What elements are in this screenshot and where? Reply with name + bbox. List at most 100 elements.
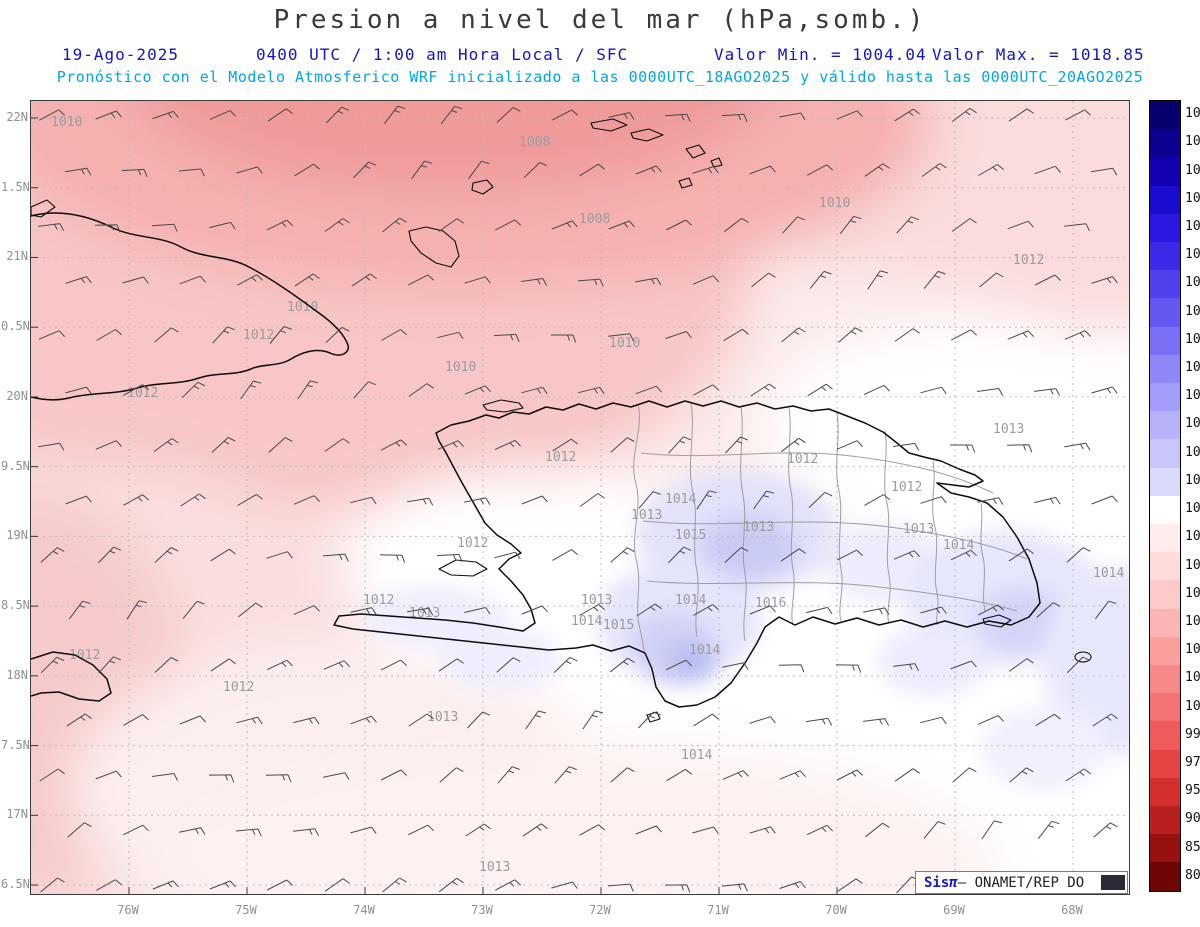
wind-barb [950, 660, 977, 670]
wind-barb [237, 274, 264, 286]
wind-barb [407, 607, 434, 616]
colorbar-segment [1150, 101, 1180, 130]
wind-barb [324, 438, 350, 452]
wind-barb [467, 711, 491, 729]
wind-barb [350, 607, 377, 615]
wind-barb [1095, 600, 1117, 620]
wind-barb [382, 217, 407, 233]
wind-barb [579, 824, 606, 836]
wind-barb [864, 494, 891, 506]
coastline-little-inagua [471, 179, 494, 195]
wind-barb [552, 438, 578, 452]
wind-barb [179, 827, 206, 835]
wind-barb [806, 606, 833, 615]
wind-barb [350, 715, 377, 725]
wind-barb [1007, 330, 1034, 340]
wind-barb [1064, 442, 1091, 451]
wind-barb [1092, 713, 1118, 727]
pressure-shade-blob [441, 627, 561, 691]
wind-barb [921, 163, 947, 177]
wind-barb [781, 327, 806, 343]
wind-barb [693, 604, 720, 616]
colorbar-segment [1150, 608, 1180, 637]
wind-barb [636, 603, 662, 617]
wind-barb [122, 276, 149, 284]
wind-barb [806, 824, 833, 836]
wind-barb [951, 329, 978, 341]
wind-barb [240, 380, 262, 400]
wind-barb [496, 107, 521, 123]
credit-onamet-label: – ONAMET/REP DO [957, 874, 1085, 891]
colorbar-segment [1150, 326, 1180, 355]
wind-barb [863, 384, 890, 396]
isobar-label: 1014 [1093, 566, 1124, 581]
isobar-label: 1013 [903, 522, 934, 537]
header-line: 19-Ago-2025 0400 UTC / 1:00 am Hora Loca… [0, 45, 1200, 65]
wind-barb [439, 767, 464, 783]
wind-barb [725, 436, 749, 454]
wind-barb [522, 823, 548, 837]
wind-barb [294, 273, 320, 287]
wind-barb [267, 108, 293, 122]
wind-barb [608, 333, 634, 342]
wind-barb [65, 386, 92, 394]
wind-barb [835, 664, 862, 673]
map-plot-area: 1010 1008 1008 1010 1012 1010 1012 1010 1010 1012… [30, 100, 1130, 895]
colorbar-segment [1150, 636, 1180, 666]
credit-logo [1101, 875, 1125, 890]
coastline-tortue-island [482, 399, 524, 413]
wind-barb [1008, 658, 1034, 672]
wind-barb [1091, 386, 1118, 394]
wind-barb [1066, 656, 1091, 674]
wind-barb [808, 491, 833, 508]
wind-barb [753, 490, 775, 510]
wind-barb [154, 657, 179, 673]
lat-label: 6.5N [1, 877, 30, 892]
wind-barb [266, 659, 293, 671]
wind-barb [782, 216, 805, 234]
grid-lines [31, 101, 1129, 894]
wind-barb [1034, 496, 1061, 505]
wind-barb [350, 496, 377, 505]
colorbar-label: 990 [1185, 726, 1200, 742]
wind-barb [436, 553, 463, 562]
wind-barb [838, 327, 863, 343]
wind-barb [1066, 547, 1091, 563]
wind-barb [350, 826, 377, 834]
colorbar-segment [1150, 806, 1180, 835]
wind-barb [238, 602, 263, 618]
wind-barb [751, 272, 776, 288]
lat-label: 8.5N [1, 598, 30, 613]
coastline-beata-island [646, 711, 661, 723]
wind-barb [380, 769, 408, 781]
wind-barb [551, 334, 577, 343]
wind-barb [610, 547, 635, 563]
wind-barb [894, 768, 920, 782]
wind-barb [635, 385, 662, 395]
colorbar-segment [1150, 298, 1180, 327]
wind-barb [380, 659, 407, 671]
wind-barb [635, 825, 662, 835]
colorbar-segment [1150, 693, 1180, 722]
wind-barb [123, 714, 150, 726]
wind-barb [325, 326, 350, 343]
lon-label: 75W [235, 903, 257, 917]
isobar-label: 1010 [819, 196, 850, 211]
wind-barb [863, 718, 890, 726]
wind-barb [806, 717, 833, 726]
wind-barb [152, 880, 179, 890]
coastline-great-inagua [408, 226, 460, 268]
pressure-shade-blob [1043, 566, 1129, 756]
wind-barb [380, 439, 408, 451]
wind-barb [551, 220, 578, 230]
wind-barb [836, 549, 863, 561]
coastline-turks-island [710, 157, 723, 168]
wind-barb [325, 106, 350, 124]
wind-barb [610, 437, 635, 453]
wind-barb [607, 883, 634, 892]
wind-barb [437, 331, 464, 340]
pressure-shading-pink [31, 101, 1129, 894]
wind-barb [212, 326, 235, 344]
pressure-shade-blob [669, 643, 717, 683]
wind-barb [1035, 713, 1061, 727]
